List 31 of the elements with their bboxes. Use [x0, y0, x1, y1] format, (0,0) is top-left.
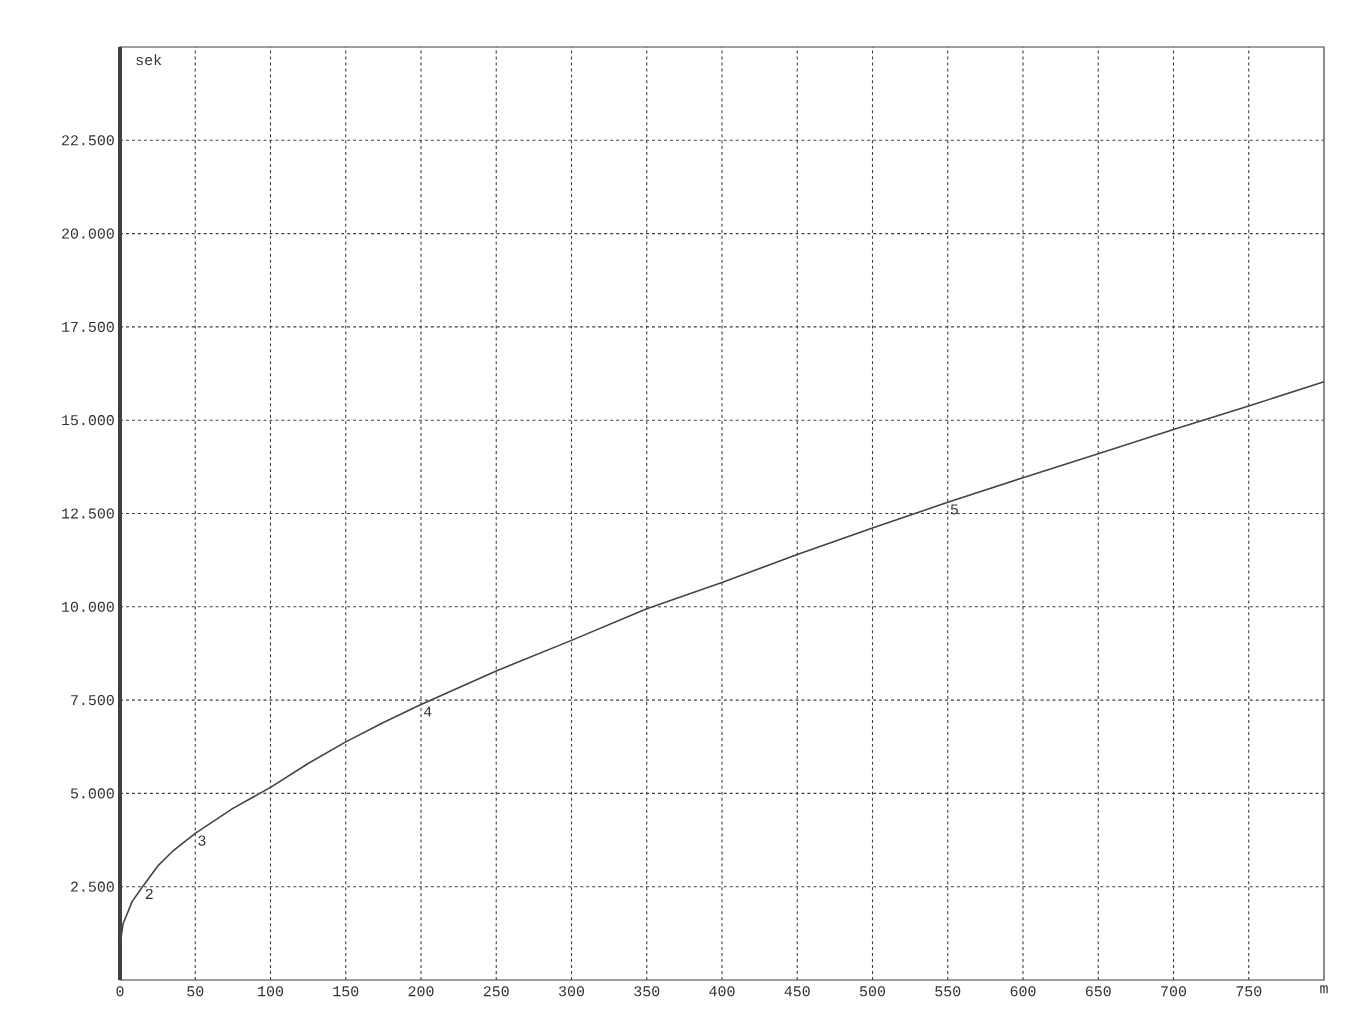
- x-axis-title: m: [1320, 985, 1328, 994]
- x-tick-label: 750: [1236, 986, 1262, 997]
- x-tick-label: 250: [483, 986, 509, 997]
- x-tick-label: 500: [859, 986, 886, 997]
- y-tick-label: 2.500: [71, 881, 114, 892]
- x-tick-label: 300: [558, 986, 585, 997]
- y-tick-label: 10.000: [62, 601, 114, 612]
- y-tick-label: 15.000: [62, 415, 114, 426]
- y-tick-label: 22.500: [62, 135, 114, 146]
- x-tick-label: 650: [1085, 986, 1111, 997]
- x-tick-label: 150: [333, 986, 359, 997]
- x-tick-label: 200: [408, 986, 434, 997]
- y-tick-label: 5.000: [70, 788, 114, 799]
- x-tick-label: 400: [709, 986, 735, 997]
- x-tick-label: 50: [187, 986, 204, 997]
- x-tick-label: 600: [1010, 986, 1036, 997]
- annotation: 2: [145, 888, 153, 899]
- annotation: 5: [950, 504, 958, 515]
- y-tick-label: 20.000: [62, 228, 114, 239]
- x-tick-label: 100: [258, 986, 284, 997]
- annotation: 4: [423, 706, 432, 717]
- y-tick-label: 12.500: [62, 508, 114, 519]
- y-axis-title: sek: [136, 54, 162, 66]
- x-tick-label: 550: [935, 986, 961, 997]
- x-tick-label: 0: [116, 986, 124, 997]
- x-tick-label: 700: [1161, 986, 1187, 997]
- x-tick-label: 450: [784, 986, 810, 997]
- y-tick-label: 7.500: [71, 695, 114, 706]
- y-tick-label: 17.500: [62, 321, 114, 332]
- annotation: 3: [198, 835, 206, 846]
- x-tick-label: 350: [634, 986, 660, 997]
